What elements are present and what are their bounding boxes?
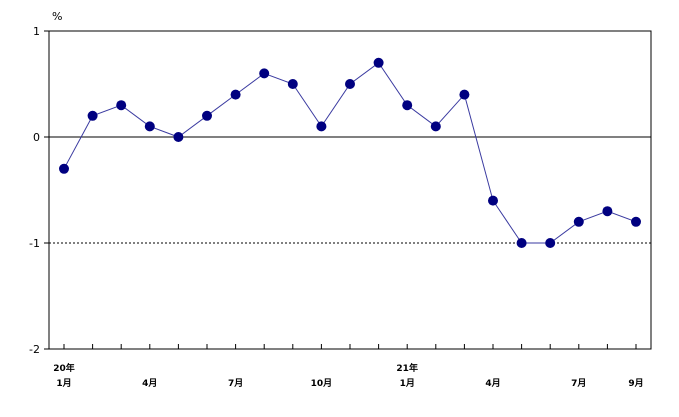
x-axis: 20年 1月 4月 7月 10月 21年 1月 4月 7月 9月 [53,344,644,389]
x-tick-label: 7月 [571,378,586,389]
data-point [144,121,155,132]
x-tick-label: 1月 [400,378,415,389]
data-point [602,206,613,217]
x-tick-label: 9月 [628,378,643,389]
y-tick-label: 0 [33,131,40,144]
x-tick-label: 1月 [56,378,71,389]
data-point [345,79,355,89]
y-axis: 1 0 -1 -2 [29,25,49,356]
data-point [287,79,298,89]
data-point [173,132,184,142]
plot-area [48,30,652,350]
data-points [59,57,641,248]
data-point [631,216,641,227]
data-point [488,195,498,206]
y-unit-label: % [52,10,62,23]
x-tick-label: 10月 [311,378,333,389]
data-point [430,121,441,132]
x-year-label: 20年 [53,362,75,374]
data-point [402,100,413,111]
x-year-label: 21年 [396,362,418,374]
data-point [87,110,98,121]
data-point [230,89,241,100]
x-tick-label: 4月 [485,378,500,389]
data-point [373,57,384,68]
data-point [59,163,69,174]
data-point [316,121,327,132]
data-point [573,216,584,227]
x-tick-label: 7月 [228,378,243,389]
data-point [459,89,470,100]
y-tick-label: -1 [29,237,40,250]
data-point [516,238,527,248]
data-point [259,68,270,79]
x-tick-label: 4月 [142,378,157,389]
y-tick-label: 1 [33,25,40,38]
data-point [545,238,556,248]
y-tick-label: -2 [29,343,40,356]
data-point [116,100,127,111]
data-point [202,110,212,121]
